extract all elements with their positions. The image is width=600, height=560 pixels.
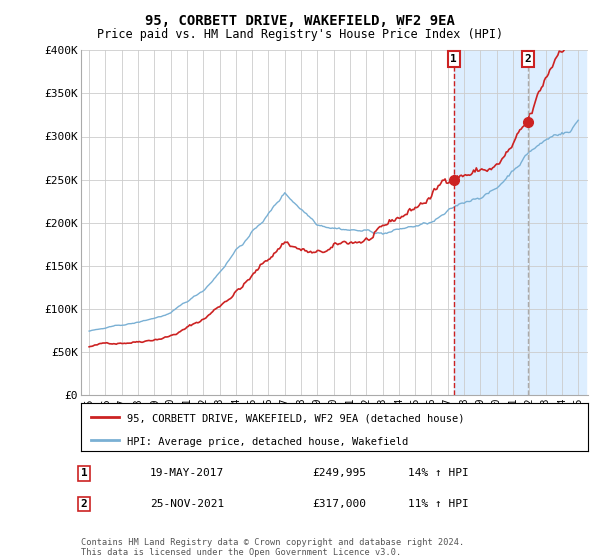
- Text: 14% ↑ HPI: 14% ↑ HPI: [408, 468, 469, 478]
- Text: Price paid vs. HM Land Registry's House Price Index (HPI): Price paid vs. HM Land Registry's House …: [97, 28, 503, 41]
- Text: 25-NOV-2021: 25-NOV-2021: [150, 499, 224, 509]
- Text: £249,995: £249,995: [312, 468, 366, 478]
- Text: 95, CORBETT DRIVE, WAKEFIELD, WF2 9EA (detached house): 95, CORBETT DRIVE, WAKEFIELD, WF2 9EA (d…: [127, 413, 464, 423]
- Text: 2: 2: [524, 54, 531, 64]
- Text: 1: 1: [451, 54, 457, 64]
- Text: 1: 1: [80, 468, 88, 478]
- Text: 11% ↑ HPI: 11% ↑ HPI: [408, 499, 469, 509]
- Text: 95, CORBETT DRIVE, WAKEFIELD, WF2 9EA: 95, CORBETT DRIVE, WAKEFIELD, WF2 9EA: [145, 14, 455, 28]
- Text: 19-MAY-2017: 19-MAY-2017: [150, 468, 224, 478]
- Text: HPI: Average price, detached house, Wakefield: HPI: Average price, detached house, Wake…: [127, 437, 408, 447]
- Text: Contains HM Land Registry data © Crown copyright and database right 2024.
This d: Contains HM Land Registry data © Crown c…: [81, 538, 464, 557]
- Bar: [454, 50, 586, 395]
- Text: 2: 2: [80, 499, 88, 509]
- Text: £317,000: £317,000: [312, 499, 366, 509]
